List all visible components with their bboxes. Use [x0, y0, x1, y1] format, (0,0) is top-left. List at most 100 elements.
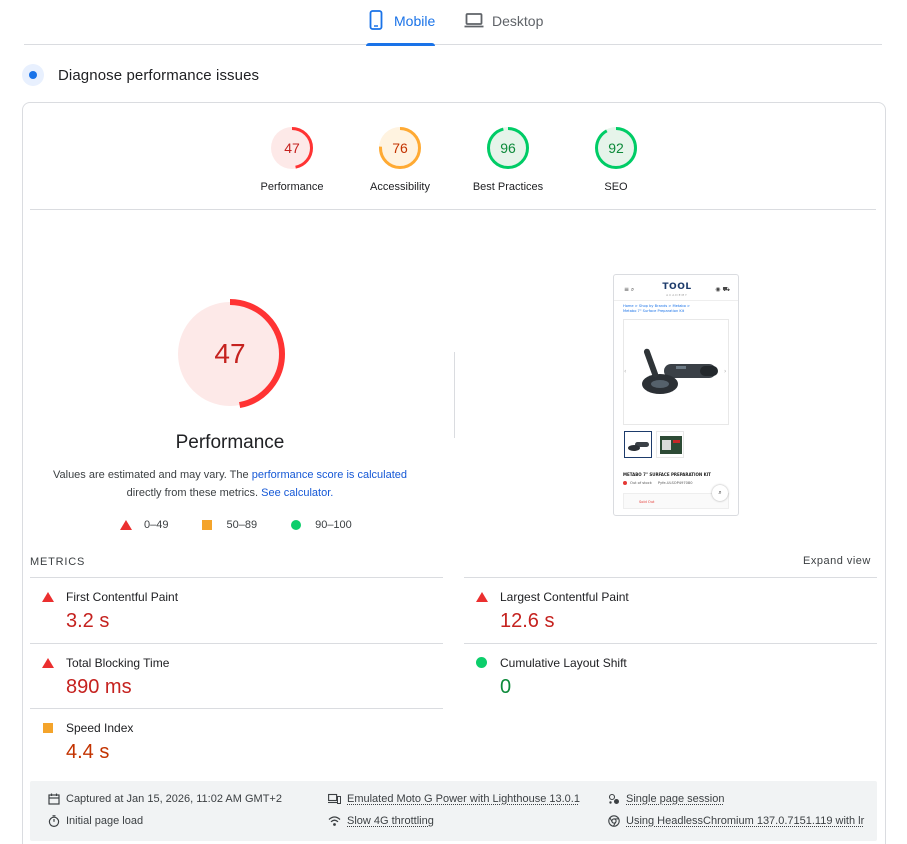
performance-note: Values are estimated and may vary. The p… — [40, 466, 420, 502]
metric-cls: Cumulative Layout Shift 0 — [464, 643, 877, 709]
vertical-divider — [454, 352, 455, 438]
screenshot-logo-sub: ACADEMY — [661, 293, 693, 297]
screenshot-breadcrumb-page: Metabo 7" Surface Preparation Kit — [623, 309, 684, 313]
legend-fail: 0–49 — [120, 519, 168, 531]
expand-view-button[interactable]: Expand view — [803, 555, 871, 567]
tab-mobile-label: Mobile — [394, 10, 435, 32]
metric-fcp-name: First Contentful Paint — [66, 590, 178, 604]
angle-grinder-image — [624, 320, 730, 426]
info-captured-text: Captured at Jan 15, 2026, 11:02 AM GMT+2 — [66, 793, 282, 805]
stock-status-icon — [623, 481, 627, 485]
account-cart-icon: ◉ ⛟ — [715, 286, 730, 294]
runtime-info-bar: Captured at Jan 15, 2026, 11:02 AM GMT+2… — [30, 781, 877, 841]
gauge-accessibility-ring: 76 — [376, 124, 424, 172]
triangle-icon — [120, 520, 132, 530]
smartphone-icon — [366, 10, 386, 30]
gauge-performance[interactable]: 47 Performance — [242, 124, 342, 193]
metric-cls-value: 0 — [500, 676, 511, 699]
gauge-best-practices-label: Best Practices — [458, 181, 558, 193]
circle-icon — [476, 657, 487, 668]
triangle-icon — [476, 592, 488, 602]
screenshot-header: ≡ ⌕ TOOL ACADEMY ◉ ⛟ — [614, 275, 739, 301]
gauge-best-practices[interactable]: 96 Best Practices — [458, 124, 558, 193]
laptop-icon — [464, 10, 484, 30]
metric-lcp: Largest Contentful Paint 12.6 s — [464, 577, 877, 643]
metric-si: Speed Index 4.4 s — [30, 708, 443, 774]
triangle-icon — [42, 658, 54, 668]
legend-fail-label: 0–49 — [144, 519, 168, 531]
info-initial-load: Initial page load — [48, 814, 143, 828]
gauge-seo[interactable]: 92 SEO — [566, 124, 666, 193]
metric-tbt-name: Total Blocking Time — [66, 656, 169, 670]
carousel-next-icon: › — [724, 368, 726, 375]
metric-tbt-value: 890 ms — [66, 676, 132, 699]
metric-cls-name: Cumulative Layout Shift — [500, 656, 627, 670]
thumbnail-1 — [624, 431, 652, 458]
diagnose-icon — [22, 64, 44, 86]
calendar-icon — [48, 793, 60, 805]
info-session-text: Single page session — [626, 793, 724, 805]
metric-si-name: Speed Index — [66, 721, 133, 735]
info-throttling[interactable]: Slow 4G throttling — [328, 814, 434, 828]
menu-search-icon: ≡ ⌕ — [624, 286, 634, 294]
final-screenshot[interactable]: ≡ ⌕ TOOL ACADEMY ◉ ⛟ Home > Shop by Bran… — [613, 274, 739, 516]
gauge-accessibility-label: Accessibility — [350, 181, 450, 193]
gauge-performance-label: Performance — [242, 181, 342, 193]
see-calculator-link[interactable]: See calculator. — [261, 487, 333, 499]
metric-fcp-value: 3.2 s — [66, 610, 109, 633]
legend-average-label: 50–89 — [226, 519, 257, 531]
tab-mobile[interactable]: Mobile — [366, 10, 435, 45]
devices-icon — [328, 793, 341, 805]
session-icon — [608, 793, 620, 805]
gauge-performance-score: 47 — [284, 140, 300, 156]
metrics-title: METRICS — [30, 556, 85, 568]
performance-title: Performance — [130, 432, 330, 454]
diagnose-title: Diagnose performance issues — [58, 67, 259, 84]
performance-note-middle: directly from these metrics. — [127, 487, 261, 499]
screenshot-stock: Out of stock Pyfe-ULSOP497080 — [623, 481, 693, 485]
category-gauges: 47 Performance 76 Accessibility 96 Best … — [30, 122, 876, 210]
info-throttling-text: Slow 4G throttling — [347, 815, 434, 827]
info-captured: Captured at Jan 15, 2026, 11:02 AM GMT+2 — [48, 792, 282, 806]
metric-fcp: First Contentful Paint 3.2 s — [30, 577, 443, 643]
diagnose-header: Diagnose performance issues — [22, 64, 259, 86]
info-browser[interactable]: Using HeadlessChromium 137.0.7151.119 wi… — [608, 814, 864, 828]
carousel-prev-icon: ‹ — [624, 368, 626, 375]
circle-icon — [291, 520, 301, 530]
gauge-seo-label: SEO — [566, 181, 666, 193]
performance-big-gauge: 47 — [175, 299, 285, 409]
info-session[interactable]: Single page session — [608, 792, 724, 806]
square-icon — [43, 723, 53, 733]
performance-big-score: 47 — [214, 338, 245, 369]
legend-average: 50–89 — [202, 519, 257, 531]
gauge-performance-ring: 47 — [268, 124, 316, 172]
screenshot-stock-label: Out of stock — [630, 481, 652, 485]
screenshot-sku: Pyfe-ULSOP497080 — [658, 481, 693, 485]
tab-desktop-label: Desktop — [492, 10, 543, 32]
screenshot-breadcrumb-links: Home > Shop by Brands > Metabo > — [623, 304, 690, 308]
product-image — [623, 319, 729, 425]
info-initial-load-text: Initial page load — [66, 815, 143, 827]
score-legend: 0–49 50–89 90–100 — [120, 519, 386, 531]
metric-lcp-name: Largest Contentful Paint — [500, 590, 629, 604]
gauge-best-practices-ring: 96 — [484, 124, 532, 172]
tab-desktop[interactable]: Desktop — [464, 10, 543, 45]
chrome-icon — [608, 815, 620, 827]
metric-lcp-value: 12.6 s — [500, 610, 554, 633]
info-browser-text: Using HeadlessChromium 137.0.7151.119 wi… — [626, 815, 864, 827]
legend-pass: 90–100 — [291, 519, 352, 531]
info-device[interactable]: Emulated Moto G Power with Lighthouse 13… — [328, 792, 580, 806]
device-tabs: Mobile Desktop — [24, 0, 882, 45]
info-device-text: Emulated Moto G Power with Lighthouse 13… — [347, 793, 580, 805]
gauge-best-practices-score: 96 — [500, 140, 516, 156]
gauge-seo-score: 92 — [608, 140, 624, 156]
thumbnail-2 — [656, 431, 684, 458]
legend-pass-label: 90–100 — [315, 519, 352, 531]
screenshot-product-name: METABO 7" SURFACE PREPARATION KIT — [623, 472, 711, 477]
wifi-icon — [328, 815, 341, 827]
metric-si-value: 4.4 s — [66, 741, 109, 764]
triangle-icon — [42, 592, 54, 602]
gauge-accessibility[interactable]: 76 Accessibility — [350, 124, 450, 193]
screenshot-breadcrumb: Home > Shop by Brands > Metabo > Metabo … — [623, 304, 729, 314]
score-calculated-link[interactable]: performance score is calculated — [252, 469, 407, 481]
